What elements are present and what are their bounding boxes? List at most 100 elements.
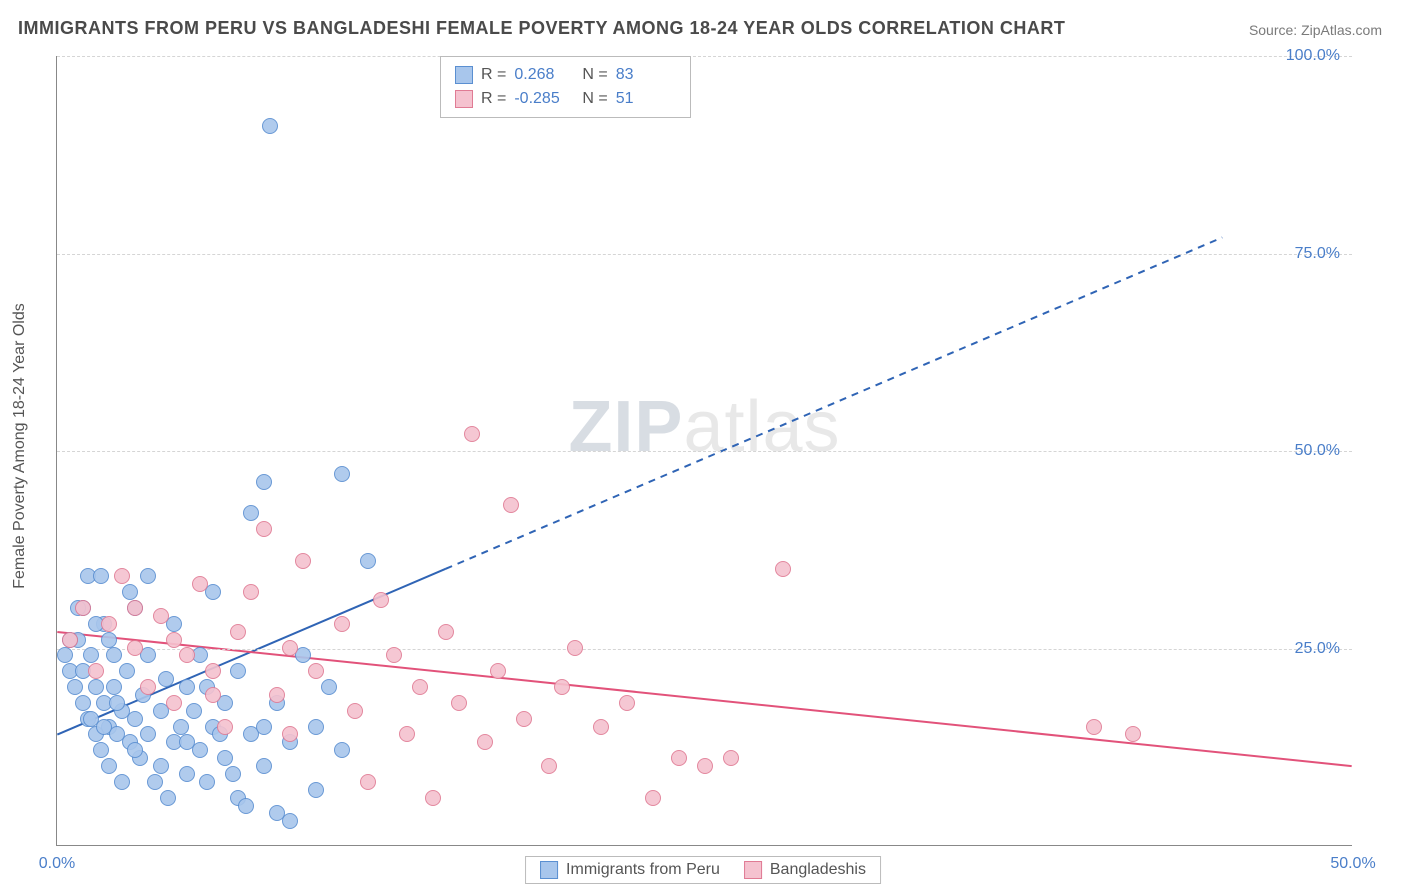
- scatter-point-bangladeshi: [554, 679, 570, 695]
- legend-series-name: Immigrants from Peru: [566, 861, 720, 879]
- scatter-point-peru: [160, 790, 176, 806]
- series-legend: Immigrants from Peru Bangladeshis: [525, 856, 881, 884]
- scatter-point-peru: [179, 766, 195, 782]
- scatter-point-bangladeshi: [256, 521, 272, 537]
- legend-series-name: Bangladeshis: [770, 861, 866, 879]
- scatter-point-bangladeshi: [308, 663, 324, 679]
- scatter-point-bangladeshi: [347, 703, 363, 719]
- scatter-point-bangladeshi: [282, 726, 298, 742]
- scatter-point-peru: [83, 647, 99, 663]
- scatter-point-bangladeshi: [75, 600, 91, 616]
- regression-line: [57, 632, 1351, 766]
- gridline-h: [57, 451, 1352, 452]
- legend-item-peru: Immigrants from Peru: [540, 861, 720, 879]
- scatter-point-peru: [106, 647, 122, 663]
- scatter-point-peru: [308, 782, 324, 798]
- scatter-point-peru: [173, 719, 189, 735]
- scatter-point-peru: [308, 719, 324, 735]
- source-attribution: Source: ZipAtlas.com: [1249, 22, 1382, 38]
- scatter-point-peru: [334, 742, 350, 758]
- legend-n-value: 83: [616, 63, 676, 87]
- legend-n-value: 51: [616, 87, 676, 111]
- scatter-point-peru: [122, 584, 138, 600]
- scatter-point-peru: [256, 719, 272, 735]
- scatter-point-bangladeshi: [243, 584, 259, 600]
- scatter-point-bangladeshi: [697, 758, 713, 774]
- scatter-point-peru: [158, 671, 174, 687]
- x-tick-label: 50.0%: [1330, 855, 1375, 873]
- y-tick-label: 50.0%: [1295, 442, 1340, 460]
- scatter-point-bangladeshi: [464, 426, 480, 442]
- source-prefix: Source:: [1249, 22, 1301, 38]
- scatter-point-peru: [217, 750, 233, 766]
- scatter-point-peru: [179, 679, 195, 695]
- scatter-point-peru: [179, 734, 195, 750]
- scatter-point-bangladeshi: [619, 695, 635, 711]
- scatter-point-bangladeshi: [386, 647, 402, 663]
- scatter-point-bangladeshi: [438, 624, 454, 640]
- scatter-point-peru: [334, 466, 350, 482]
- legend-item-bangladeshi: Bangladeshis: [744, 861, 866, 879]
- scatter-point-bangladeshi: [269, 687, 285, 703]
- scatter-point-bangladeshi: [166, 632, 182, 648]
- y-tick-label: 100.0%: [1286, 47, 1340, 65]
- gridline-h: [57, 56, 1352, 57]
- scatter-point-bangladeshi: [412, 679, 428, 695]
- source-name: ZipAtlas.com: [1301, 22, 1382, 38]
- scatter-point-bangladeshi: [503, 497, 519, 513]
- scatter-point-peru: [114, 774, 130, 790]
- scatter-point-bangladeshi: [295, 553, 311, 569]
- scatter-point-peru: [269, 805, 285, 821]
- legend-row-peru: R =0.268N =83: [455, 63, 676, 87]
- scatter-point-bangladeshi: [775, 561, 791, 577]
- legend-swatch: [455, 66, 473, 84]
- scatter-point-peru: [153, 758, 169, 774]
- scatter-point-bangladeshi: [230, 624, 246, 640]
- scatter-point-peru: [321, 679, 337, 695]
- scatter-point-bangladeshi: [205, 663, 221, 679]
- scatter-point-bangladeshi: [425, 790, 441, 806]
- legend-n-label: N =: [582, 63, 607, 87]
- scatter-point-bangladeshi: [88, 663, 104, 679]
- scatter-point-peru: [256, 758, 272, 774]
- chart-title: IMMIGRANTS FROM PERU VS BANGLADESHI FEMA…: [18, 18, 1065, 39]
- scatter-point-peru: [93, 568, 109, 584]
- plot-area: ZIPatlas 25.0%50.0%75.0%100.0%0.0%50.0%: [56, 56, 1352, 846]
- legend-r-value: -0.285: [514, 87, 574, 111]
- y-axis-label: Female Poverty Among 18-24 Year Olds: [11, 303, 29, 589]
- scatter-point-bangladeshi: [516, 711, 532, 727]
- legend-swatch: [540, 861, 558, 879]
- scatter-point-peru: [186, 703, 202, 719]
- scatter-point-peru: [256, 474, 272, 490]
- scatter-point-peru: [101, 758, 117, 774]
- scatter-point-peru: [230, 663, 246, 679]
- legend-r-label: R =: [481, 87, 506, 111]
- scatter-point-peru: [147, 774, 163, 790]
- scatter-point-bangladeshi: [140, 679, 156, 695]
- y-tick-label: 75.0%: [1295, 245, 1340, 263]
- scatter-point-bangladeshi: [360, 774, 376, 790]
- scatter-point-peru: [127, 711, 143, 727]
- scatter-point-bangladeshi: [101, 616, 117, 632]
- x-tick-label: 0.0%: [39, 855, 75, 873]
- scatter-point-bangladeshi: [723, 750, 739, 766]
- scatter-point-bangladeshi: [127, 600, 143, 616]
- scatter-point-bangladeshi: [205, 687, 221, 703]
- gridline-h: [57, 254, 1352, 255]
- scatter-point-peru: [119, 663, 135, 679]
- scatter-point-bangladeshi: [451, 695, 467, 711]
- scatter-point-peru: [67, 679, 83, 695]
- scatter-point-bangladeshi: [334, 616, 350, 632]
- scatter-point-peru: [96, 719, 112, 735]
- legend-swatch: [744, 861, 762, 879]
- scatter-point-bangladeshi: [567, 640, 583, 656]
- scatter-point-peru: [109, 695, 125, 711]
- scatter-point-bangladeshi: [671, 750, 687, 766]
- scatter-point-bangladeshi: [166, 695, 182, 711]
- scatter-point-bangladeshi: [399, 726, 415, 742]
- scatter-point-peru: [238, 798, 254, 814]
- legend-row-bangladeshi: R =-0.285N =51: [455, 87, 676, 111]
- gridline-h: [57, 649, 1352, 650]
- scatter-point-bangladeshi: [373, 592, 389, 608]
- scatter-point-bangladeshi: [282, 640, 298, 656]
